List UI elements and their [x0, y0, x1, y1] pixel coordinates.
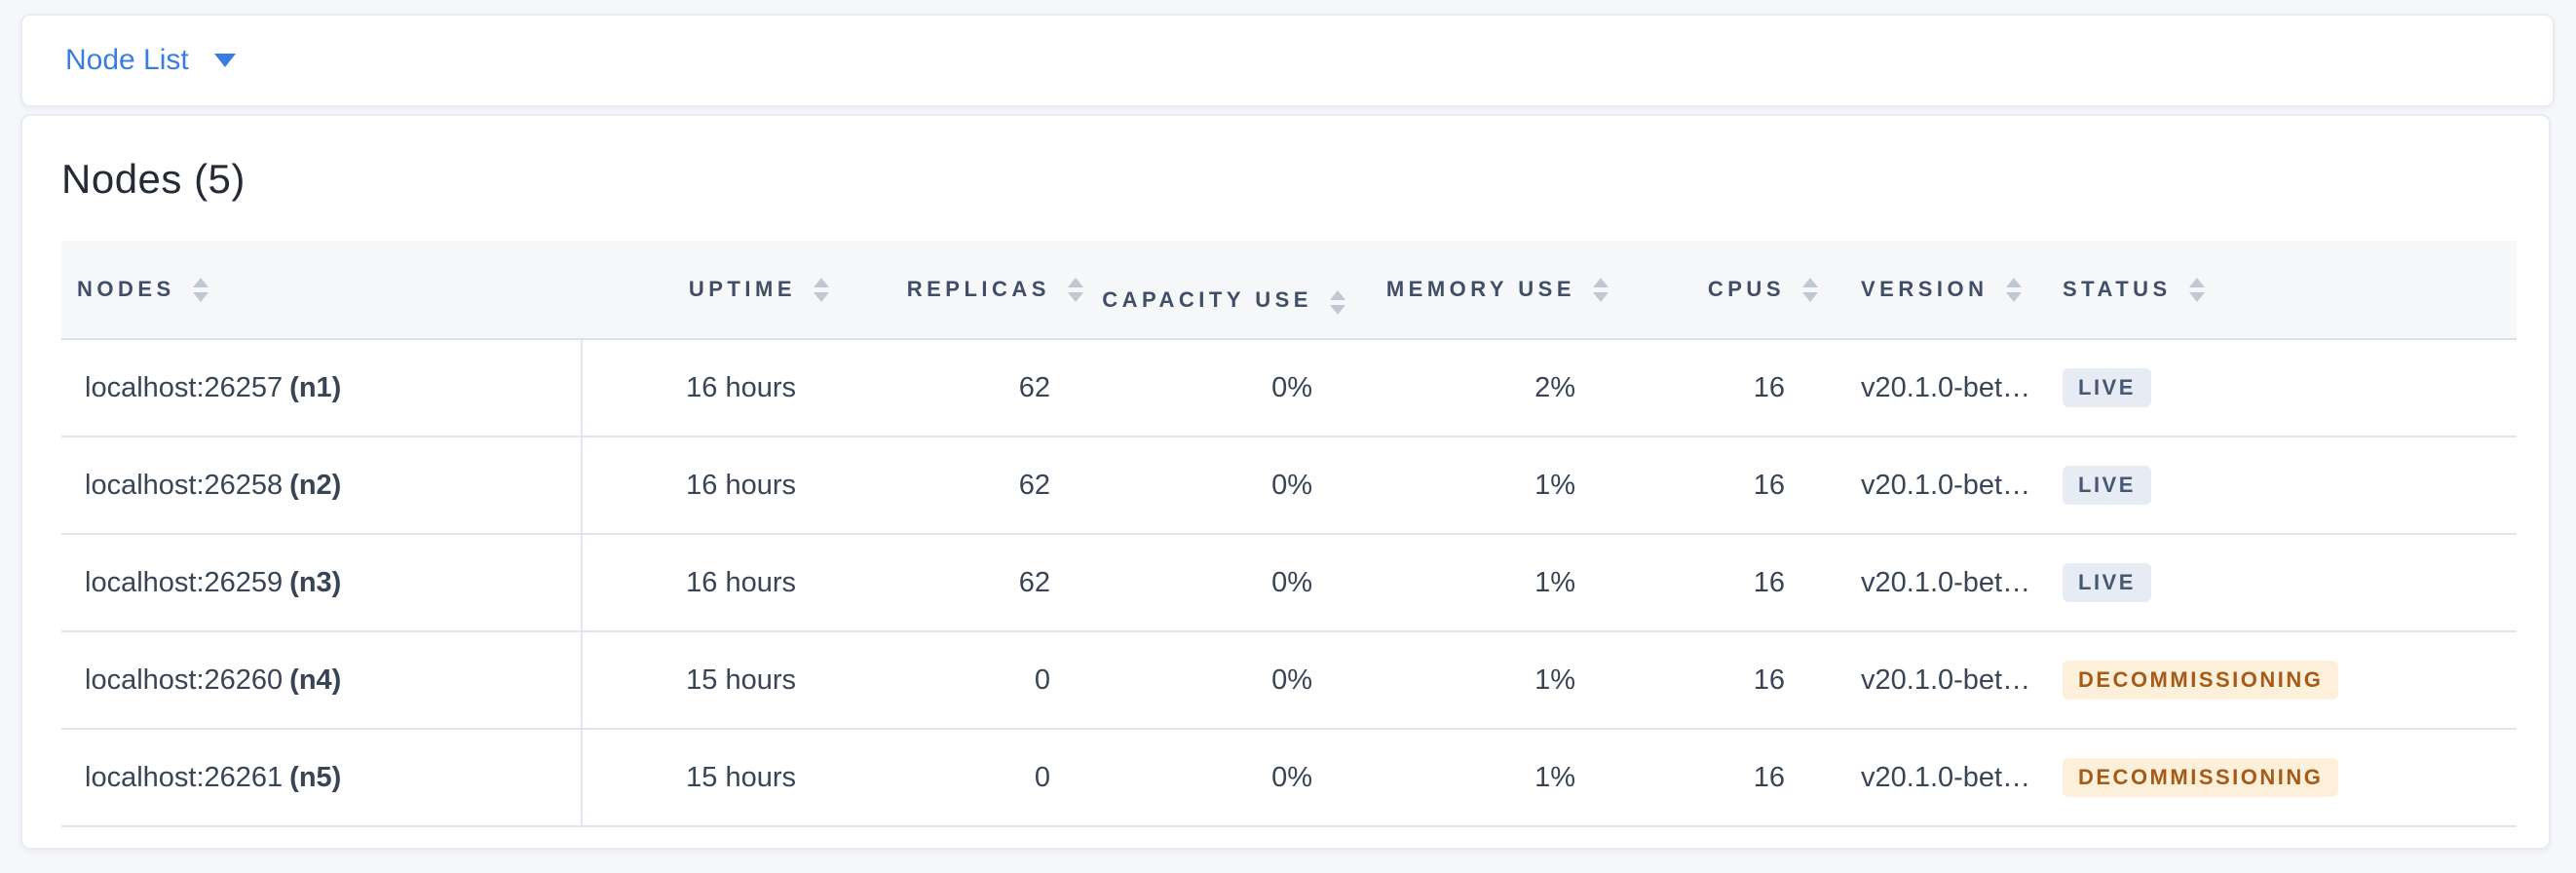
- column-header-cpus[interactable]: CPUS: [1624, 241, 1834, 340]
- view-selector-bar: Node List: [20, 14, 2555, 107]
- capacity-use-cell: 0%: [1099, 436, 1361, 535]
- status-cell: LIVE: [2047, 339, 2517, 437]
- version-cell: v20.1.0-bet…: [1834, 729, 2047, 827]
- replicas-cell: 0: [845, 631, 1099, 730]
- column-header-label: CAPACITY USE: [1102, 286, 1312, 312]
- node-address-cell: localhost:26261 (n5): [61, 729, 583, 827]
- version-cell: v20.1.0-bet…: [1834, 339, 2047, 437]
- version-cell: v20.1.0-bet…: [1834, 436, 2047, 535]
- replicas-cell: 62: [845, 339, 1099, 437]
- table-row: localhost:26258 (n2) 16 hours 62 0% 1% 16…: [61, 436, 2517, 535]
- status-badge: LIVE: [2063, 563, 2151, 602]
- version-cell: v20.1.0-bet…: [1834, 631, 2047, 730]
- column-header-version[interactable]: VERSION: [1834, 241, 2047, 340]
- status-cell: LIVE: [2047, 534, 2517, 632]
- sort-icon: [2188, 277, 2205, 302]
- replicas-cell: 62: [845, 436, 1099, 535]
- status-badge: DECOMMISSIONING: [2063, 661, 2339, 700]
- status-badge: DECOMMISSIONING: [2063, 758, 2339, 797]
- column-header-capacity-use[interactable]: CAPACITY USE: [1099, 241, 1361, 340]
- cpus-cell: 16: [1624, 729, 1834, 827]
- uptime-cell: 16 hours: [582, 339, 845, 437]
- capacity-use-cell: 0%: [1099, 339, 1361, 437]
- node-list-table: NODES UPTIME REPLICAS CAPACITY USE MEMOR…: [61, 241, 2517, 827]
- sort-icon: [814, 277, 829, 302]
- cpus-cell: 16: [1624, 534, 1834, 632]
- capacity-use-cell: 0%: [1099, 534, 1361, 632]
- sort-icon: [2005, 277, 2022, 302]
- table-row: localhost:26257 (n1) 16 hours 62 0% 2% 16…: [61, 339, 2517, 437]
- cpus-cell: 16: [1624, 631, 1834, 730]
- table-row: localhost:26261 (n5) 15 hours 0 0% 1% 16 …: [61, 729, 2517, 827]
- node-id: (n5): [289, 761, 342, 793]
- column-header-label: VERSION: [1861, 277, 1989, 301]
- uptime-cell: 16 hours: [582, 534, 845, 632]
- view-selector-dropdown[interactable]: Node List: [65, 44, 236, 77]
- status-badge: LIVE: [2063, 368, 2151, 407]
- node-address-cell: localhost:26260 (n4): [61, 631, 583, 730]
- node-address: localhost:26260: [85, 664, 284, 696]
- node-address: localhost:26258: [85, 469, 284, 501]
- column-header-memory-use[interactable]: MEMORY USE: [1361, 241, 1624, 340]
- status-cell: LIVE: [2047, 436, 2517, 535]
- cpus-cell: 16: [1624, 436, 1834, 535]
- sort-icon: [1593, 277, 1609, 302]
- node-id: (n1): [289, 371, 342, 403]
- node-address: localhost:26257: [85, 371, 284, 403]
- table-row: localhost:26259 (n3) 16 hours 62 0% 1% 16…: [61, 534, 2517, 632]
- column-header-label: UPTIME: [688, 277, 796, 301]
- node-id: (n4): [289, 664, 342, 696]
- uptime-cell: 15 hours: [582, 631, 845, 730]
- node-address: localhost:26259: [85, 566, 284, 598]
- node-address: localhost:26261: [85, 761, 284, 793]
- column-header-replicas[interactable]: REPLICAS: [845, 241, 1099, 340]
- sort-icon: [1330, 289, 1345, 315]
- column-header-uptime[interactable]: UPTIME: [582, 241, 845, 340]
- replicas-cell: 62: [845, 534, 1099, 632]
- node-address-cell: localhost:26258 (n2): [61, 436, 583, 535]
- uptime-cell: 15 hours: [582, 729, 845, 827]
- uptime-cell: 16 hours: [582, 436, 845, 535]
- capacity-use-cell: 0%: [1099, 729, 1361, 827]
- node-id: (n3): [289, 566, 342, 598]
- cpus-cell: 16: [1624, 339, 1834, 437]
- node-id: (n2): [289, 469, 342, 501]
- column-header-label: CPUS: [1707, 277, 1785, 301]
- capacity-use-cell: 0%: [1099, 631, 1361, 730]
- memory-use-cell: 1%: [1361, 534, 1624, 632]
- replicas-cell: 0: [845, 729, 1099, 827]
- memory-use-cell: 1%: [1361, 729, 1624, 827]
- column-header-label: REPLICAS: [906, 277, 1050, 301]
- nodes-card: Nodes (5) NODES UPTIME REPLICAS CAPACITY…: [20, 114, 2551, 850]
- node-address-cell: localhost:26259 (n3): [61, 534, 583, 632]
- table-header-row: NODES UPTIME REPLICAS CAPACITY USE MEMOR…: [61, 241, 2517, 340]
- sort-icon: [1802, 277, 1818, 302]
- memory-use-cell: 2%: [1361, 339, 1624, 437]
- column-header-label: NODES: [77, 277, 175, 301]
- column-header-label: MEMORY USE: [1385, 277, 1575, 301]
- table-row: localhost:26260 (n4) 15 hours 0 0% 1% 16 …: [61, 631, 2517, 730]
- sort-icon: [192, 277, 208, 302]
- status-cell: DECOMMISSIONING: [2047, 631, 2517, 730]
- column-header-nodes[interactable]: NODES: [61, 241, 582, 340]
- version-cell: v20.1.0-bet…: [1834, 534, 2047, 632]
- status-badge: LIVE: [2063, 466, 2151, 505]
- status-cell: DECOMMISSIONING: [2047, 729, 2517, 827]
- caret-down-icon: [213, 54, 236, 67]
- sort-icon: [1068, 277, 1083, 302]
- page-title: Nodes (5): [61, 156, 246, 202]
- view-selector-label: Node List: [65, 44, 189, 76]
- memory-use-cell: 1%: [1361, 631, 1624, 730]
- column-header-label: STATUS: [2063, 277, 2172, 301]
- node-address-cell: localhost:26257 (n1): [61, 339, 583, 437]
- memory-use-cell: 1%: [1361, 436, 1624, 535]
- column-header-status[interactable]: STATUS: [2047, 241, 2517, 340]
